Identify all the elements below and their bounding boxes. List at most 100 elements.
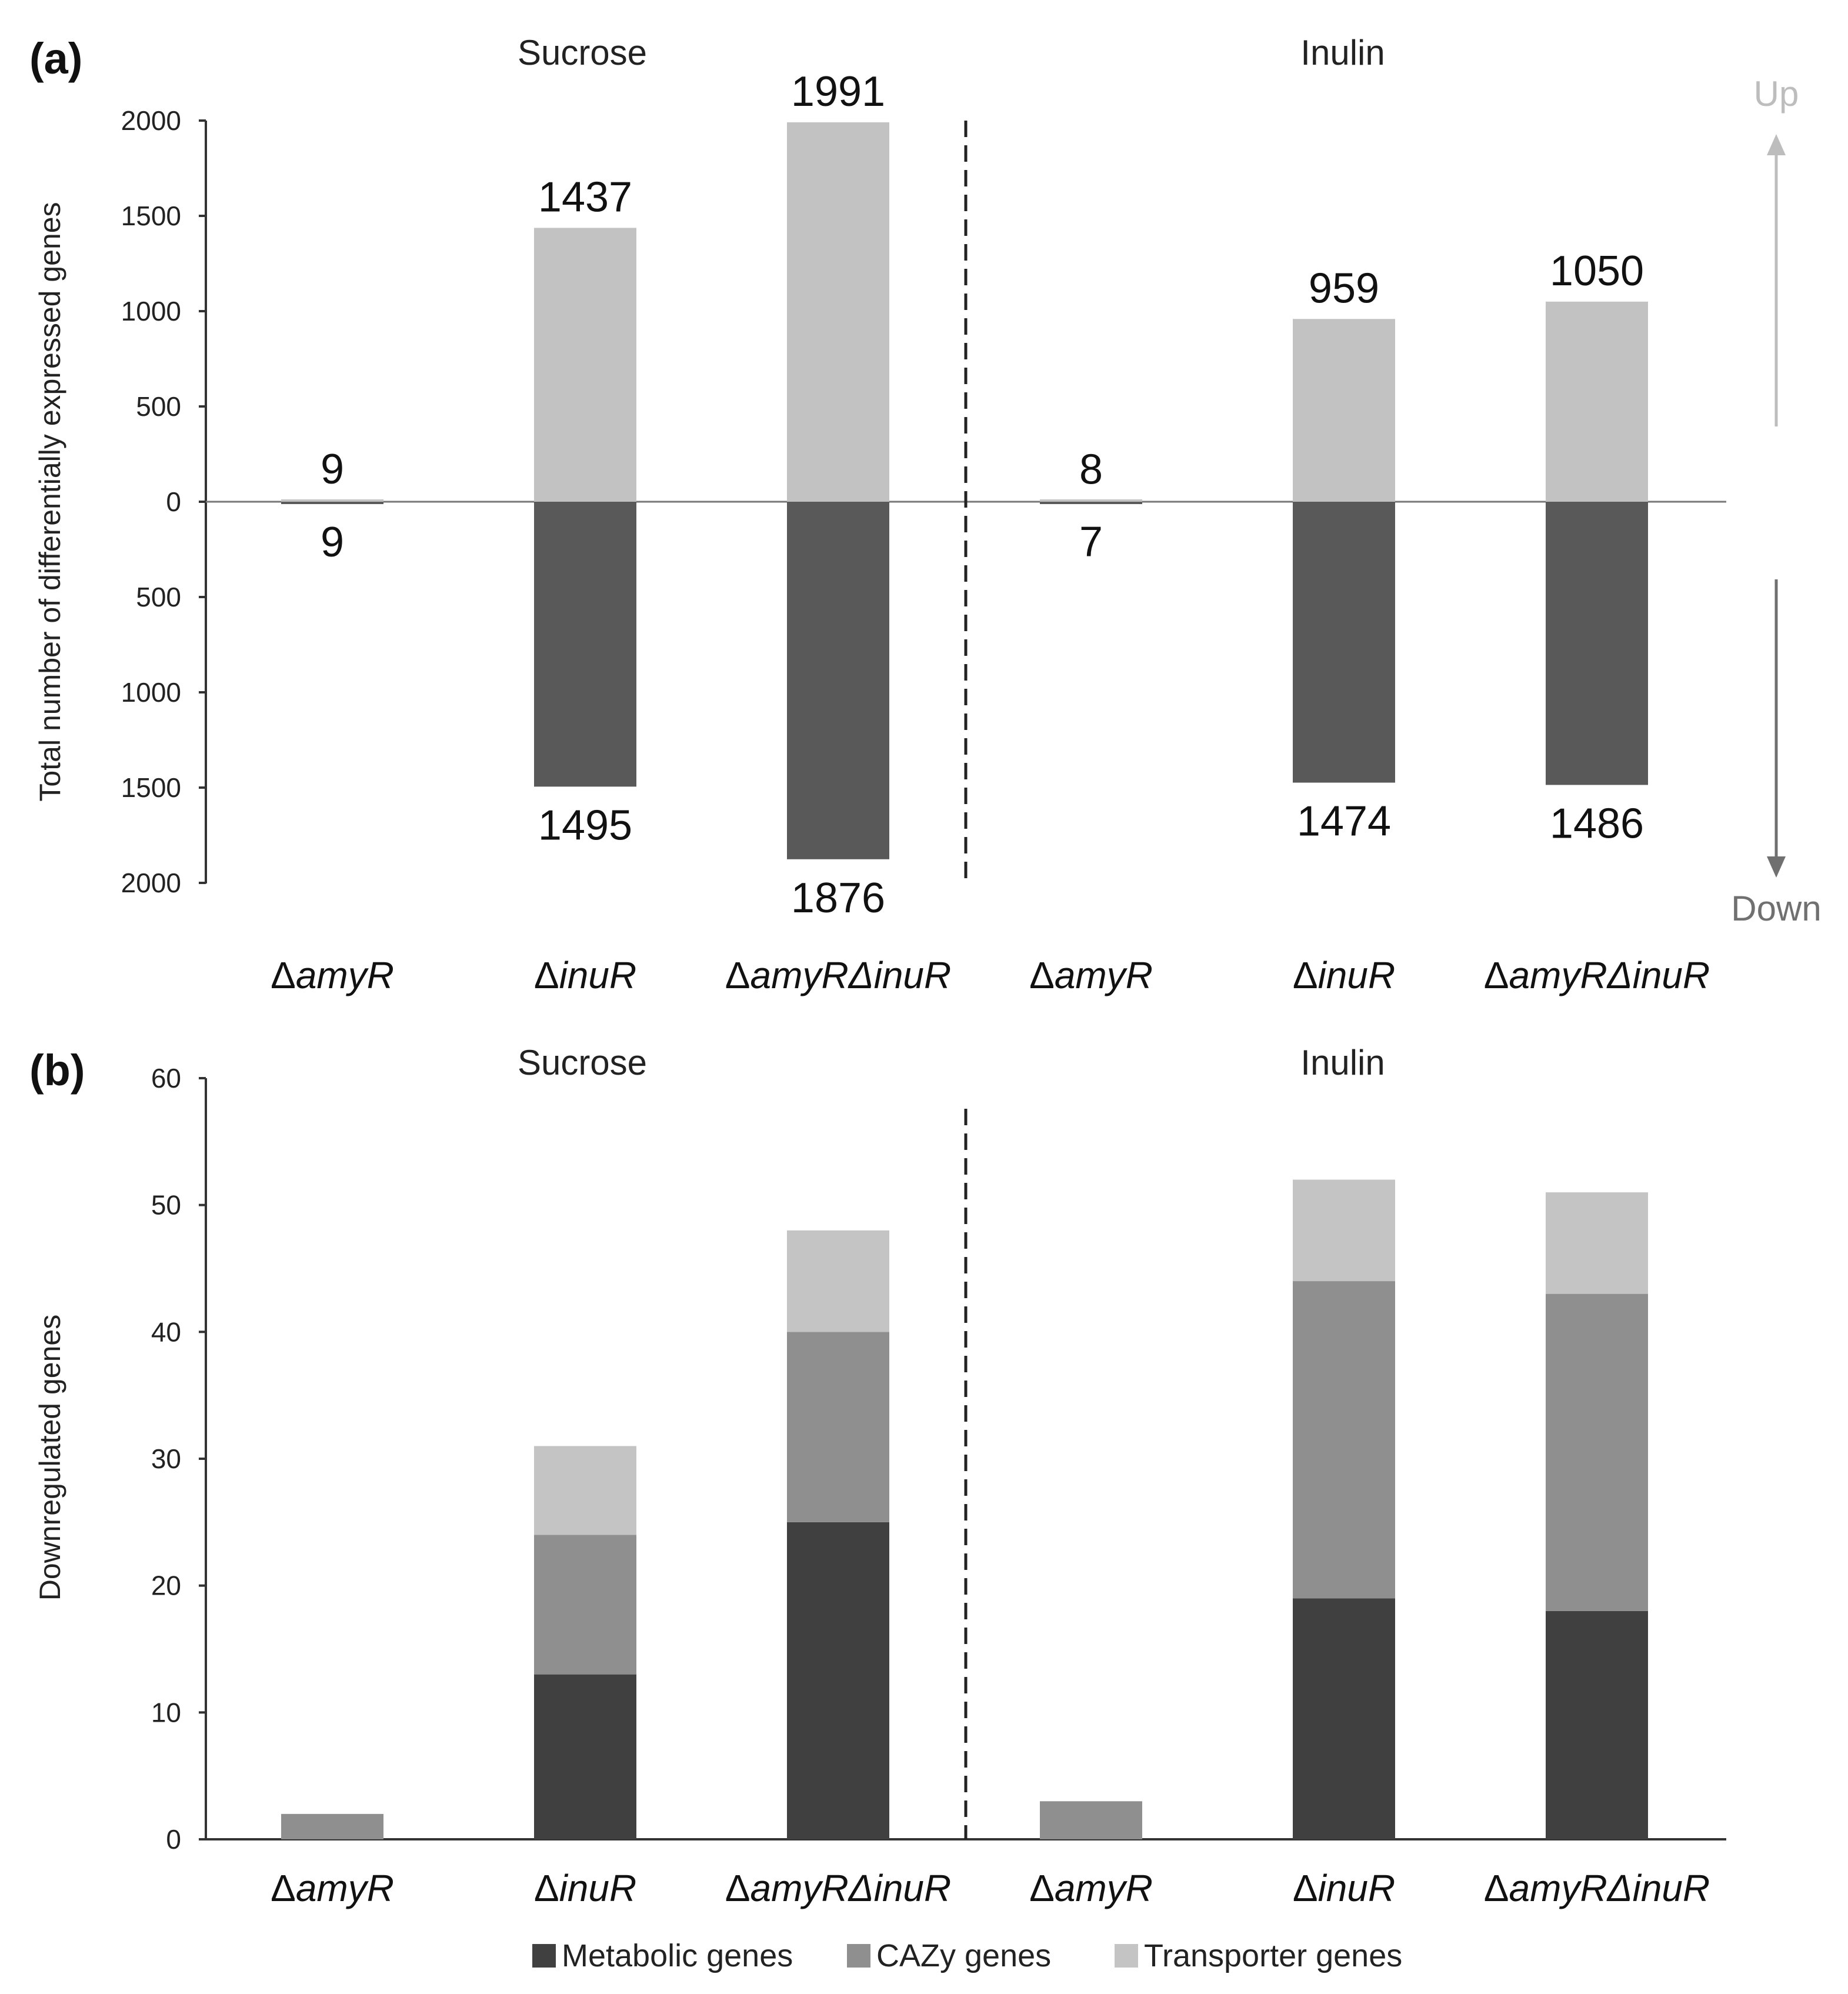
panel-a-bar-up xyxy=(787,122,889,502)
panel-a-category-delta: Δ xyxy=(1484,954,1509,996)
panel-a-y-tick-label: 0 xyxy=(166,486,181,517)
panel-a-category-label: ΔamyR xyxy=(271,954,394,996)
panel-a-value-label-down: 1474 xyxy=(1297,798,1391,845)
panel-b-category-name: inuR xyxy=(1318,1867,1396,1909)
panel-a-category-label: ΔamyRΔinuR xyxy=(725,954,951,996)
panel-b-category-name: amyRΔinuR xyxy=(1509,1867,1710,1909)
panel-a-bars xyxy=(281,122,1648,859)
down-direction-label: Down xyxy=(1731,889,1821,928)
panel-a-bar-up xyxy=(534,228,636,502)
panel-a-y-tick-label: 2000 xyxy=(121,105,181,136)
panel-b-bars xyxy=(281,1179,1648,1839)
panel-a-value-label-up: 9 xyxy=(321,446,344,493)
panel-b-category-delta: Δ xyxy=(1484,1867,1509,1909)
panel-b-category-name: amyR xyxy=(1055,1867,1153,1909)
panel-a-value-labels: 9 9 1437 1495 1991 1876 8 7 959 1474 1050 1486 xyxy=(321,68,1644,922)
panel-a-y-axis-label: Total number of differentially expressed… xyxy=(34,202,66,801)
panel-b-category-delta: Δ xyxy=(725,1867,750,1909)
panel-a-bar-up xyxy=(1546,301,1648,502)
panel-a-y-ticks: 2000 1500 1000 500 0 500 1000 1500 2000 xyxy=(121,105,206,898)
up-direction-label: Up xyxy=(1754,74,1799,114)
panel-b-category-delta: Δ xyxy=(1293,1867,1318,1909)
panel-b-y-tick-label: 50 xyxy=(151,1190,181,1221)
panel-b-category-labels: ΔamyR ΔinuR ΔamyRΔinuR ΔamyR ΔinuR ΔamyRΔinuR xyxy=(271,1867,1710,1909)
panel-a-category-delta: Δ xyxy=(271,954,296,996)
panel-a-bar-down xyxy=(1546,502,1648,785)
panel-b-bar-transporter xyxy=(787,1230,889,1332)
panel-b-y-tick-label: 20 xyxy=(151,1570,181,1601)
panel-b-y-tick-label: 30 xyxy=(151,1443,181,1474)
panel-a-letter: (a) xyxy=(29,34,82,83)
panel-b-category-label: ΔinuR xyxy=(1293,1867,1395,1909)
panel-b-category-delta: Δ xyxy=(1029,1867,1055,1909)
panel-a-y-tick-label: 1000 xyxy=(121,296,181,326)
panel-a-value-label-down: 1495 xyxy=(538,802,632,849)
panel-a-bar-up xyxy=(1040,499,1142,502)
panel-b-bar-metabolic xyxy=(787,1522,889,1839)
panel-b-category-label: ΔamyRΔinuR xyxy=(1484,1867,1710,1909)
legend-label: Transporter genes xyxy=(1144,1938,1402,1973)
panel-a-category-name: amyR xyxy=(1055,954,1153,996)
legend-label: CAZy genes xyxy=(876,1938,1051,1973)
panel-a-category-name: inuR xyxy=(559,954,637,996)
panel-b-category-name: amyR xyxy=(296,1867,394,1909)
panel-b-y-axis-label: Downregulated genes xyxy=(34,1315,66,1600)
panel-a-category-label: ΔinuR xyxy=(534,954,636,996)
panel-a-bar-up xyxy=(281,499,383,502)
panel-a-value-label-down: 9 xyxy=(321,519,344,566)
panel-a-value-label-down: 7 xyxy=(1079,518,1103,565)
panel-a-category-delta: Δ xyxy=(1293,954,1318,996)
panel-a-category-name: amyR xyxy=(296,954,394,996)
panel-a-value-label-up: 1437 xyxy=(538,174,632,221)
panel-a-category-delta: Δ xyxy=(534,954,559,996)
panel-b-letter: (b) xyxy=(29,1046,85,1095)
panel-a-category-labels: ΔamyR ΔinuR ΔamyRΔinuR ΔamyR ΔinuR ΔamyRΔinuR xyxy=(271,954,1710,996)
panel-a-value-label-up: 1991 xyxy=(791,68,885,115)
panel-a-category-delta: Δ xyxy=(725,954,750,996)
legend-swatch xyxy=(1115,1944,1138,1968)
panel-b-bar-metabolic xyxy=(1293,1598,1395,1839)
panel-b-y-ticks: 0 10 20 30 40 50 60 xyxy=(151,1063,206,1855)
panel-b-category-name: inuR xyxy=(559,1867,637,1909)
panel-b-y-tick-label: 0 xyxy=(166,1824,181,1855)
panel-b-bar-transporter xyxy=(1546,1192,1648,1294)
panel-b-category-label: ΔamyRΔinuR xyxy=(725,1867,951,1909)
panel-b-y-tick-label: 10 xyxy=(151,1697,181,1728)
panel-b-bar-cazy xyxy=(534,1535,636,1675)
panel-a-y-tick-label: 1000 xyxy=(121,677,181,708)
panel-b-bar-metabolic xyxy=(534,1674,636,1839)
panel-a-category-name: amyRΔinuR xyxy=(750,954,952,996)
panel-b-bar-cazy xyxy=(1293,1281,1395,1599)
up-direction-indicator: Up xyxy=(1754,74,1799,426)
panel-b-chart: (b) Sucrose Inulin Downregulated genes 0… xyxy=(29,1043,1726,1973)
panel-b-y-tick-label: 40 xyxy=(151,1316,181,1347)
panel-a-value-label-down: 1876 xyxy=(791,875,885,922)
panel-a-y-tick-label: 1500 xyxy=(121,201,181,231)
panel-a-y-tick-label: 2000 xyxy=(121,868,181,898)
legend: Metabolic genes CAZy genes Transporter gen… xyxy=(532,1938,1402,1973)
legend-swatch xyxy=(532,1944,556,1968)
panel-a-group-title-inulin: Inulin xyxy=(1300,33,1385,72)
panel-b-bar-cazy xyxy=(787,1332,889,1522)
panel-b-y-tick-label: 60 xyxy=(151,1063,181,1093)
legend-swatch xyxy=(847,1944,870,1968)
down-arrow-icon xyxy=(1767,856,1786,878)
panel-b-category-label: ΔamyR xyxy=(1029,1867,1153,1909)
panel-a-bar-up xyxy=(1293,319,1395,502)
panel-a-category-delta: Δ xyxy=(1029,954,1055,996)
panel-b-category-name: amyRΔinuR xyxy=(750,1867,952,1909)
panel-b-bar-transporter xyxy=(534,1446,636,1535)
panel-a-category-name: amyRΔinuR xyxy=(1509,954,1710,996)
panel-b-bar-cazy xyxy=(281,1813,383,1839)
down-direction-indicator: Down xyxy=(1731,579,1822,928)
panel-a-category-label: ΔamyR xyxy=(1029,954,1153,996)
panel-a-value-label-up: 8 xyxy=(1079,446,1103,493)
panel-a-y-tick-label: 1500 xyxy=(121,772,181,803)
panel-b-bar-metabolic xyxy=(1546,1610,1648,1839)
panel-b-category-label: ΔinuR xyxy=(534,1867,636,1909)
panel-a-bar-down xyxy=(1293,502,1395,783)
panel-b-group-title-sucrose: Sucrose xyxy=(518,1043,647,1082)
panel-a-group-title-sucrose: Sucrose xyxy=(518,33,647,72)
panel-b-group-title-inulin: Inulin xyxy=(1300,1043,1385,1082)
up-arrow-icon xyxy=(1767,134,1786,155)
